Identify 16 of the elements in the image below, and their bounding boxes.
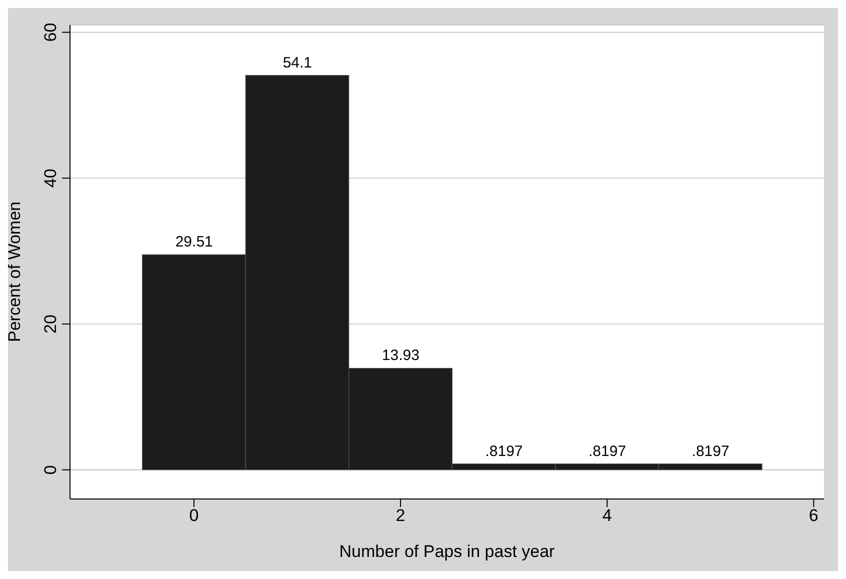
y-tick-label: 20 <box>41 314 60 334</box>
x-tick-label: 6 <box>808 506 818 526</box>
x-tick-label: 0 <box>189 506 199 526</box>
data-label: .8197 <box>485 442 523 460</box>
x-tick-label: 4 <box>602 506 612 526</box>
data-label: 54.1 <box>282 54 312 72</box>
data-label: 29.51 <box>175 234 213 251</box>
data-label: .8197 <box>692 442 730 460</box>
data-label: 13.93 <box>382 347 420 364</box>
y-tick-label: 0 <box>41 465 60 475</box>
y-tick-label: 40 <box>41 168 60 188</box>
y-axis-title: Percent of Women <box>5 202 24 342</box>
data-label: .8197 <box>588 442 626 460</box>
x-axis-title: Number of Paps in past year <box>339 542 556 561</box>
y-tick-label: 60 <box>41 22 60 42</box>
x-tick-label: 2 <box>396 506 406 526</box>
